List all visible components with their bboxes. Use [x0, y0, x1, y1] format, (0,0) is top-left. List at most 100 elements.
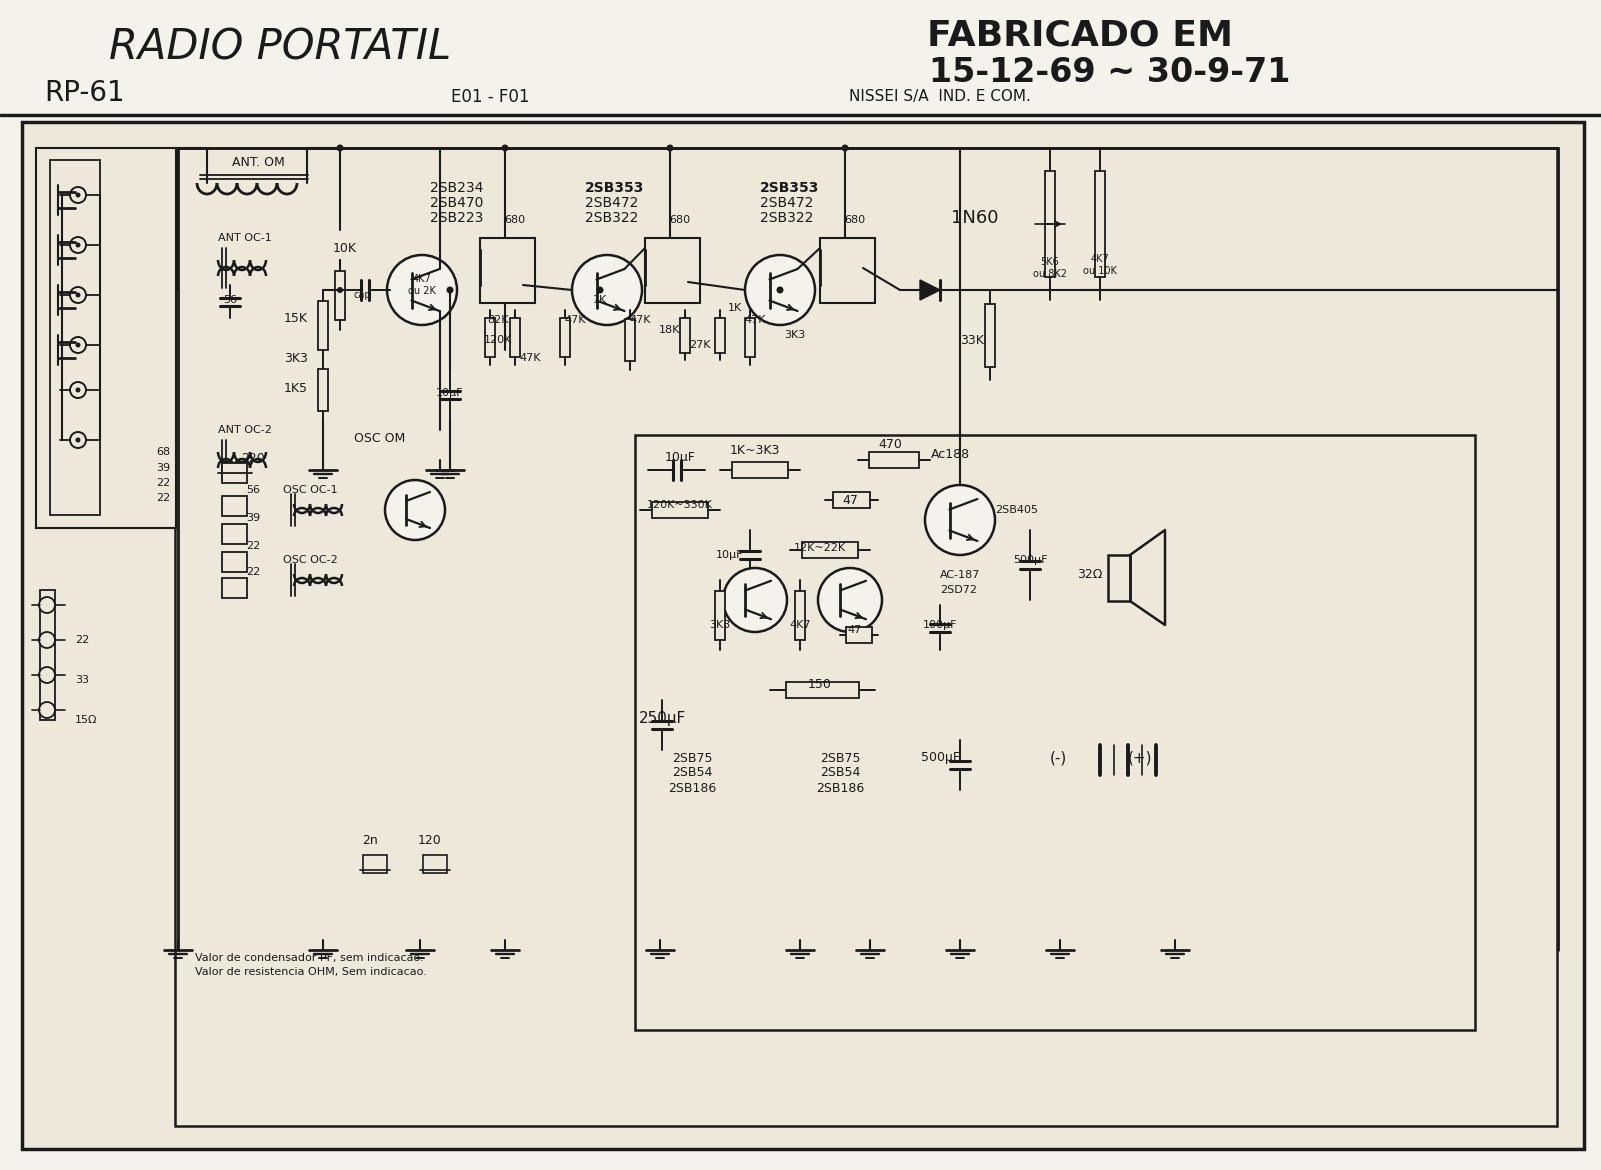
Text: 2SB223: 2SB223	[431, 211, 484, 225]
Circle shape	[75, 387, 80, 392]
Circle shape	[842, 145, 849, 151]
Text: 22: 22	[247, 541, 259, 551]
Bar	[985, 303, 994, 366]
Circle shape	[75, 242, 80, 248]
Bar	[645, 238, 700, 303]
Text: 150: 150	[809, 679, 833, 691]
Circle shape	[336, 145, 344, 151]
Text: FABRICADO EM: FABRICADO EM	[927, 18, 1233, 51]
Text: 1K: 1K	[592, 295, 607, 305]
Text: E01 - F01: E01 - F01	[451, 88, 530, 106]
Bar	[175, 147, 1558, 1126]
Text: 2SB472: 2SB472	[760, 197, 813, 209]
Circle shape	[70, 337, 86, 353]
Text: 1K: 1K	[728, 303, 743, 314]
Text: 15K: 15K	[283, 311, 307, 324]
Text: 22: 22	[75, 635, 90, 645]
Text: 2SB353: 2SB353	[584, 181, 644, 195]
Bar	[1108, 555, 1130, 601]
Text: 2SB472: 2SB472	[584, 197, 639, 209]
Bar	[652, 502, 708, 518]
Bar	[869, 452, 919, 468]
Text: 5K6
ou 8K2: 5K6 ou 8K2	[1033, 257, 1066, 278]
Bar	[716, 591, 725, 640]
Circle shape	[925, 486, 994, 555]
Text: 47K: 47K	[744, 315, 765, 325]
Text: 39: 39	[155, 463, 170, 473]
Bar	[223, 496, 247, 516]
Bar	[35, 147, 176, 528]
Text: 2SD72: 2SD72	[940, 585, 977, 596]
Text: 10μF: 10μF	[664, 452, 695, 464]
Circle shape	[70, 238, 86, 253]
Bar	[744, 318, 756, 357]
Text: 12K~22K: 12K~22K	[794, 543, 845, 553]
Bar	[223, 552, 247, 572]
Circle shape	[70, 287, 86, 303]
Text: 2SB75: 2SB75	[672, 751, 712, 764]
Text: 500μF: 500μF	[921, 751, 959, 764]
Bar	[363, 855, 387, 873]
Bar	[480, 238, 535, 303]
Circle shape	[447, 287, 453, 294]
Text: 2SB54: 2SB54	[672, 766, 712, 779]
Text: 680: 680	[669, 215, 690, 225]
Text: 1N60: 1N60	[951, 209, 999, 227]
Text: 82K: 82K	[487, 315, 509, 325]
Text: 3K3: 3K3	[283, 351, 307, 365]
Text: 470: 470	[877, 439, 901, 452]
Bar	[40, 590, 54, 720]
Text: 27K: 27K	[690, 340, 711, 350]
Text: RADIO PORTATIL: RADIO PORTATIL	[109, 27, 451, 69]
Text: 120K~330K: 120K~330K	[647, 500, 712, 510]
Bar	[796, 591, 805, 640]
Circle shape	[776, 287, 783, 294]
Text: 68: 68	[155, 447, 170, 457]
Circle shape	[724, 567, 788, 632]
Bar	[636, 435, 1475, 1030]
Text: ANT. OM: ANT. OM	[232, 157, 285, 170]
Text: 3K3: 3K3	[709, 620, 730, 629]
Text: 1K5: 1K5	[283, 381, 307, 394]
Bar	[1045, 171, 1055, 277]
Circle shape	[387, 255, 456, 325]
Text: AC-187: AC-187	[940, 570, 980, 580]
Text: 22: 22	[155, 479, 170, 488]
Text: 56: 56	[223, 295, 237, 305]
Text: 250μF: 250μF	[639, 710, 685, 725]
Circle shape	[38, 632, 54, 648]
Bar	[319, 301, 328, 350]
Text: 4K7
ou 2K: 4K7 ou 2K	[408, 274, 435, 296]
Bar	[833, 493, 869, 508]
Text: 2SB405: 2SB405	[994, 505, 1037, 515]
Text: 32Ω: 32Ω	[1077, 569, 1103, 581]
Text: 2SB322: 2SB322	[584, 211, 639, 225]
Text: 47: 47	[849, 625, 861, 635]
Bar	[680, 317, 690, 352]
Text: ANT OC-1: ANT OC-1	[218, 233, 272, 243]
Circle shape	[384, 480, 445, 541]
Text: 2SB353: 2SB353	[760, 181, 820, 195]
Text: (-): (-)	[1049, 750, 1066, 765]
Text: 680: 680	[844, 215, 866, 225]
Circle shape	[597, 287, 604, 294]
Circle shape	[38, 702, 54, 718]
Bar	[845, 627, 873, 644]
Text: OSC OM: OSC OM	[354, 432, 405, 445]
Circle shape	[38, 667, 54, 683]
Text: 10μF: 10μF	[435, 388, 464, 398]
Text: 120K: 120K	[484, 335, 512, 345]
Text: 500μF: 500μF	[1013, 555, 1047, 565]
Bar	[1095, 171, 1105, 277]
Text: 47K: 47K	[564, 315, 586, 325]
Bar	[732, 462, 788, 479]
Text: 4K7
ou 10K: 4K7 ou 10K	[1082, 254, 1117, 276]
Text: OSC OC-2: OSC OC-2	[283, 555, 338, 565]
Text: 2SB54: 2SB54	[820, 766, 860, 779]
Text: 47K: 47K	[519, 353, 541, 363]
Text: 56: 56	[247, 486, 259, 495]
Bar	[223, 578, 247, 598]
Text: 15-12-69 ~ 30-9-71: 15-12-69 ~ 30-9-71	[929, 56, 1290, 89]
Text: 4K7: 4K7	[789, 620, 810, 629]
Text: 2SB470: 2SB470	[431, 197, 484, 209]
